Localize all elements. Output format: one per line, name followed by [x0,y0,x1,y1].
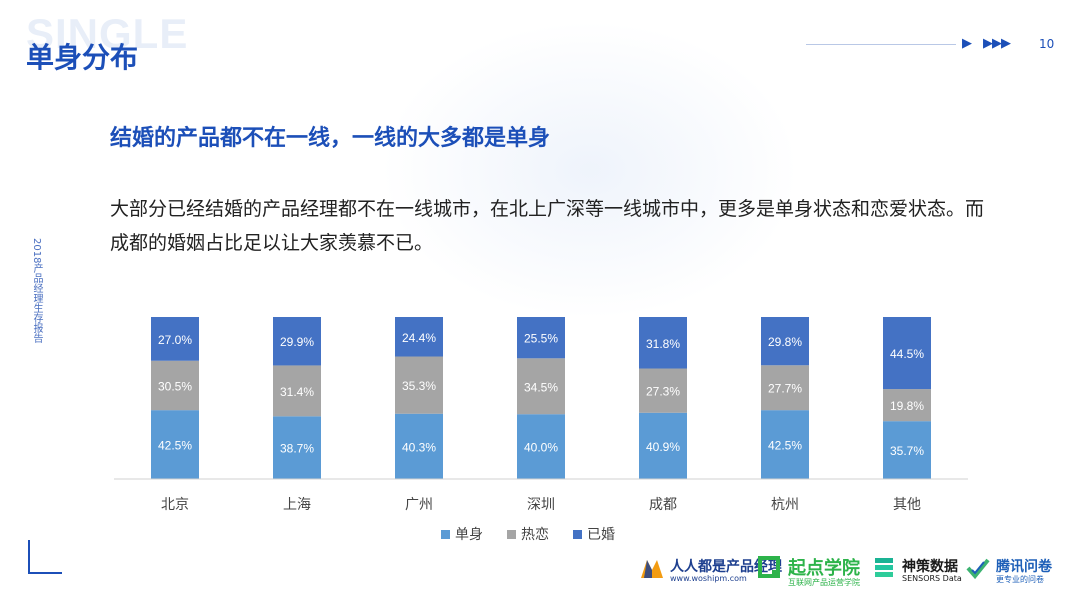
logo-name: 神策数据 [902,559,958,575]
x-tick-label: 广州 [405,497,433,513]
data-label: 31.4% [280,385,314,399]
background-swoosh [380,20,800,320]
legend-label: 热恋 [521,526,549,543]
bar-segment [761,317,809,366]
data-label: 42.5% [768,439,802,453]
bar-segment [517,358,565,415]
corner-bracket-icon [28,540,62,574]
x-tick-label: 北京 [161,497,189,513]
bar-segment [151,317,199,361]
data-label: 19.8% [890,399,924,413]
bar-segment [761,365,809,411]
bar-segment [395,317,443,357]
data-label: 35.7% [890,444,924,458]
data-label: 27.7% [768,382,802,396]
page-number: 10 [1039,37,1055,51]
data-label: 42.5% [158,439,192,453]
legend-label: 单身 [455,527,483,543]
data-label: 25.5% [524,332,558,346]
bar-segment [883,389,931,422]
x-tick-label: 成都 [649,497,677,513]
partner-logos: 人人都是产品经理 www.woshipm.com 起点学院 互联网产品运营学院 … [640,552,1070,592]
logo-name: 人人都是产品经理 [670,559,782,575]
logo-sub: 更专业的问卷 [996,575,1044,584]
data-label: 40.3% [402,440,436,454]
data-label: 29.9% [280,335,314,349]
legend-swatch [573,530,582,539]
logo-sub: 互联网产品运营学院 [788,578,860,587]
data-label: 40.0% [524,441,558,455]
bar-segment [273,317,321,366]
data-label: 27.3% [646,385,680,399]
legend-swatch [441,530,450,539]
sidebar-vertical-text: 2018产品经理生存报告 [31,238,42,344]
bar-segment [395,413,443,479]
mountain-m-logo-icon [641,560,663,578]
headline: 结婚的产品都不在一线，一线的大多都是单身 [110,126,551,151]
bar-segment [151,360,199,411]
data-label: 34.5% [524,380,558,394]
data-label: 24.4% [402,331,436,345]
bar-segment [395,356,443,414]
page-title: 单身分布 [26,41,139,74]
bar-segment [883,421,931,479]
legend-label: 已婚 [587,527,615,543]
data-label: 31.8% [646,337,680,351]
bar-segment [639,317,687,369]
logo-name: 腾讯问卷 [996,559,1052,575]
data-label: 29.8% [768,335,802,349]
header-watermark: SINGLE [26,10,189,57]
stacked-s-logo-icon [875,558,893,577]
data-label: 40.9% [646,440,680,454]
logo-sub: SENSORS Data [902,574,962,583]
x-tick-label: 深圳 [527,497,555,513]
bar-segment [273,365,321,417]
x-tick-label: 杭州 [771,497,799,513]
legend-swatch [507,530,516,539]
bar-segment [151,410,199,479]
bar-segment [883,317,931,390]
x-tick-label: 其他 [893,497,921,513]
bar-segment [761,410,809,479]
bar-segment [639,368,687,413]
bar-segment [639,412,687,479]
triangle-arrows-icon: ▶ ▶▶▶ [962,36,1011,51]
body-text: 大部分已经结婚的产品经理都不在一线城市，在北上广深等一线城市中，更多是单身状态和… [110,198,985,254]
bar-segment [517,317,565,359]
data-label: 30.5% [158,379,192,393]
data-label: 27.0% [158,333,192,347]
header-divider [806,44,956,45]
data-label: 38.7% [280,442,314,456]
data-label: 44.5% [890,347,924,361]
logo-name: 起点学院 [788,558,860,579]
data-label: 35.3% [402,379,436,393]
check-swoosh-logo-icon [966,558,990,580]
bar-segment [273,416,321,479]
logo-sub: www.woshipm.com [670,574,747,583]
bar-segment [517,414,565,479]
x-tick-label: 上海 [283,497,311,513]
square-q-logo-icon [758,556,780,578]
